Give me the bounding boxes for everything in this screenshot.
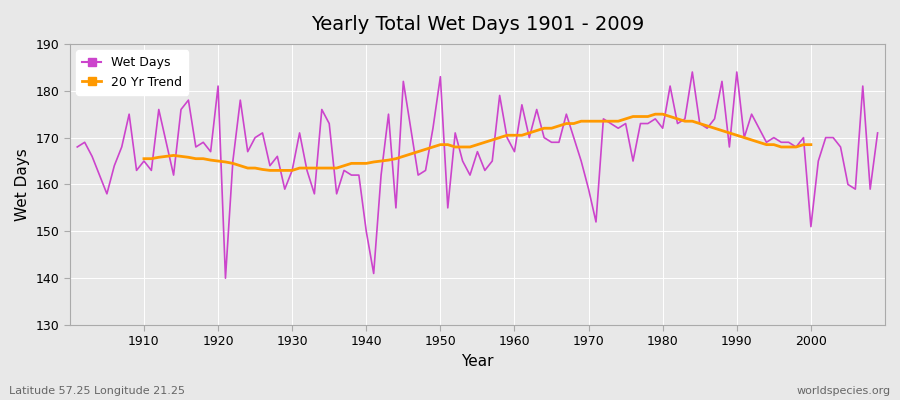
20 Yr Trend [650, 112, 661, 116]
Legend: Wet Days, 20 Yr Trend: Wet Days, 20 Yr Trend [76, 50, 188, 95]
Line: Wet Days: Wet Days [77, 72, 878, 278]
Wet Days [687, 70, 698, 74]
20 Yr Trend [531, 128, 542, 133]
20 Yr Trend [806, 142, 816, 147]
20 Yr Trend [317, 166, 328, 170]
Wet Days [509, 149, 520, 154]
Text: Latitude 57.25 Longitude 21.25: Latitude 57.25 Longitude 21.25 [9, 386, 185, 396]
Wet Days [872, 130, 883, 135]
20 Yr Trend [220, 160, 231, 164]
Wet Days [346, 173, 356, 178]
20 Yr Trend [139, 156, 149, 161]
20 Yr Trend [265, 168, 275, 173]
20 Yr Trend [716, 128, 727, 133]
20 Yr Trend [302, 166, 312, 170]
Wet Days [606, 121, 616, 126]
Y-axis label: Wet Days: Wet Days [15, 148, 30, 221]
X-axis label: Year: Year [461, 354, 494, 369]
Wet Days [220, 276, 231, 280]
Wet Days [517, 102, 527, 107]
Line: 20 Yr Trend: 20 Yr Trend [144, 114, 811, 170]
20 Yr Trend [798, 142, 809, 147]
Wet Days [302, 168, 312, 173]
Wet Days [72, 144, 83, 149]
Wet Days [131, 168, 142, 173]
Title: Yearly Total Wet Days 1901 - 2009: Yearly Total Wet Days 1901 - 2009 [310, 15, 644, 34]
Text: worldspecies.org: worldspecies.org [796, 386, 891, 396]
